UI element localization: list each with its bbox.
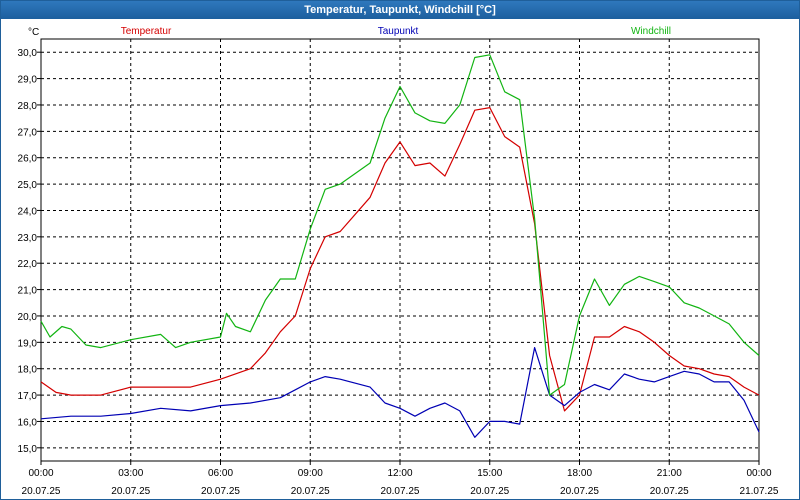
x-tick-time-label: 00:00 <box>746 468 771 479</box>
line-chart: 15,0 16,0 17,0 18,0 19,0 20,0 21,0 22,0 23,0 24,0… <box>18 26 779 497</box>
x-tick-time-label: 06:00 <box>208 468 233 479</box>
y-tick-label: 27,0 <box>18 127 38 138</box>
y-tick-label: 19,0 <box>18 338 38 349</box>
legend-entry: Taupunkt <box>378 26 419 37</box>
x-tick-time-label: 15:00 <box>477 468 502 479</box>
y-tick-label: 21,0 <box>18 286 38 297</box>
y-tick-label: 30,0 <box>18 48 38 59</box>
y-tick-label: 15,0 <box>18 444 38 455</box>
y-tick-label: 25,0 <box>18 180 38 191</box>
y-tick-label: 17,0 <box>18 391 38 402</box>
x-tick-date-label: 20.07.25 <box>111 486 150 497</box>
y-tick-label: 22,0 <box>18 259 38 270</box>
y-tick-label: 26,0 <box>18 154 38 165</box>
plot-frame <box>40 38 760 462</box>
x-tick-date-label: 21.07.25 <box>740 486 779 497</box>
x-tick-time-label: 09:00 <box>298 468 323 479</box>
x-tick-time-label: 18:00 <box>567 468 592 479</box>
y-tick-label: 20,0 <box>18 312 38 323</box>
y-tick-label: 28,0 <box>18 101 38 112</box>
y-axis-unit-label: °C <box>28 27 39 38</box>
series-line-windchill <box>40 54 760 396</box>
legend-entry: Temperatur <box>121 26 172 37</box>
x-tick-date-label: 20.07.25 <box>650 486 689 497</box>
series-line-temperatur <box>40 106 760 412</box>
series-line-taupunkt <box>40 347 760 438</box>
x-tick-time-label: 00:00 <box>28 468 53 479</box>
x-tick-date-label: 20.07.25 <box>22 486 61 497</box>
legend-entry: Windchill <box>631 26 671 37</box>
x-tick-time-label: 03:00 <box>118 468 143 479</box>
x-tick-date-label: 20.07.25 <box>560 486 599 497</box>
x-tick-date-label: 20.07.25 <box>291 486 330 497</box>
y-tick-label: 23,0 <box>18 233 38 244</box>
x-tick-time-label: 12:00 <box>387 468 412 479</box>
window-title: Temperatur, Taupunkt, Windchill [°C] <box>1 1 799 19</box>
x-tick-date-label: 20.07.25 <box>201 486 240 497</box>
x-tick-date-label: 20.07.25 <box>470 486 509 497</box>
x-tick-date-label: 20.07.25 <box>381 486 420 497</box>
y-tick-label: 29,0 <box>18 75 38 86</box>
y-tick-label: 16,0 <box>18 417 38 428</box>
x-tick-time-label: 21:00 <box>657 468 682 479</box>
y-tick-label: 24,0 <box>18 206 38 217</box>
y-tick-label: 18,0 <box>18 365 38 376</box>
